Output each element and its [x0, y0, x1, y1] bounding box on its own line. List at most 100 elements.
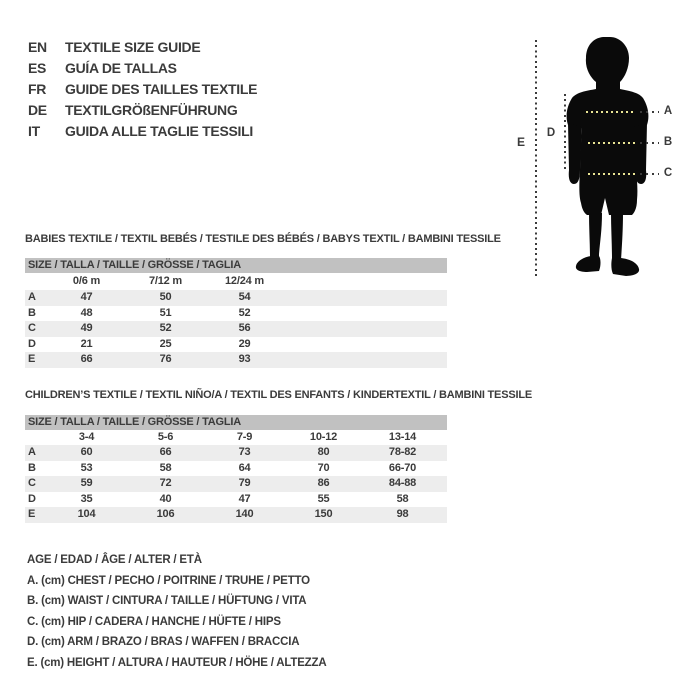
row-label: B [28, 306, 36, 319]
measure-label-b: B [663, 136, 673, 148]
cell: 70 [317, 461, 330, 474]
cell: 86 [317, 477, 330, 489]
legend-line-hip: C. (cm) HIP / CADERA / HANCHE / HÜFTE / … [27, 615, 281, 628]
row-label: B [28, 461, 36, 474]
cell: 56 [238, 322, 251, 334]
language-row-en: EN TEXTILE SIZE GUIDE [28, 36, 257, 57]
cell: 21 [80, 337, 93, 350]
language-row-it: IT GUIDA ALLE TAGLIE TESSILI [28, 121, 257, 142]
cell: 72 [159, 477, 172, 489]
hip-measure-leader-c [640, 173, 659, 175]
column-header: 10-12 [309, 431, 338, 443]
chest-measure-line-a [586, 111, 636, 113]
legend-line-arm: D. (cm) ARM / BRAZO / BRAS / WAFFEN / BR… [27, 636, 300, 649]
table-row: C 49 52 56 [25, 321, 447, 337]
cell: 76 [159, 353, 172, 365]
babies-section-heading: BABIES TEXTILE / TEXTIL BEBÉS / TESTILE … [25, 233, 501, 245]
row-label: C [28, 477, 36, 489]
column-header: 7-9 [236, 431, 253, 443]
cell: 84-88 [388, 477, 417, 489]
cell: 50 [159, 291, 172, 303]
cell: 79 [238, 477, 251, 489]
cell: 49 [80, 322, 93, 334]
row-label: C [28, 322, 36, 334]
cell: 51 [159, 306, 172, 319]
cell: 93 [238, 353, 251, 365]
table-row: B 53 58 64 70 66-70 [25, 461, 447, 477]
cell: 55 [317, 492, 330, 505]
cell: 98 [396, 508, 409, 520]
cell: 150 [314, 508, 333, 520]
row-label: D [28, 337, 36, 350]
cell: 47 [80, 291, 93, 303]
legend-line-waist: B. (cm) WAIST / CINTURA / TAILLE / HÜFTU… [27, 595, 307, 608]
table-row: A 47 50 54 [25, 290, 447, 306]
measure-label-c: C [663, 167, 673, 179]
cell: 106 [156, 508, 175, 520]
babies-size-table: 0/6 m 7/12 m 12/24 m A 47 50 54 B 48 51 … [25, 273, 447, 368]
cell: 73 [238, 446, 251, 458]
column-header: 5-6 [157, 431, 174, 443]
cell: 25 [159, 337, 172, 350]
legend-line-height: E. (cm) HEIGHT / ALTURA / HAUTEUR / HÖHE… [27, 656, 327, 669]
column-header: 7/12 m [148, 275, 183, 287]
cell: 29 [238, 337, 251, 350]
language-code: ES [28, 59, 47, 76]
cell: 59 [80, 477, 93, 489]
table-row: E 66 76 93 [25, 352, 447, 368]
column-header: 12/24 m [225, 275, 264, 287]
cell: 80 [317, 446, 330, 458]
chest-measure-leader-a [640, 111, 659, 113]
cell: 58 [396, 492, 409, 505]
table-row: B 48 51 52 [25, 306, 447, 322]
children-header-row: 3-4 5-6 7-9 10-12 13-14 [25, 430, 447, 445]
cell: 140 [235, 508, 254, 520]
table-row: A 60 66 73 80 78-82 [25, 445, 447, 461]
cell: 66-70 [388, 461, 417, 474]
language-code: IT [28, 123, 40, 140]
babies-header-row: 0/6 m 7/12 m 12/24 m [25, 273, 447, 290]
table-row: D 35 40 47 55 58 [25, 492, 447, 508]
waist-measure-leader-b [640, 142, 659, 144]
cell: 104 [77, 508, 96, 520]
language-row-de: DE TEXTILGRÖßENFÜHRUNG [28, 100, 257, 121]
legend-line-age: AGE / EDAD / ÂGE / ALTER / ETÀ [27, 554, 202, 566]
cell: 66 [159, 446, 172, 458]
language-row-fr: FR GUIDE DES TAILLES TEXTILE [28, 78, 257, 99]
table-row: E 104 106 140 150 98 [25, 507, 447, 523]
measurement-legend: AGE / EDAD / ÂGE / ALTER / ETÀ A. (cm) C… [27, 550, 327, 674]
cell: 35 [80, 492, 93, 505]
child-silhouette-icon [566, 37, 649, 276]
cell: 54 [238, 291, 251, 303]
cell: 52 [238, 306, 251, 319]
arm-measure-line-d [564, 94, 566, 170]
hip-measure-line-c [588, 173, 635, 175]
children-size-table: 3-4 5-6 7-9 10-12 13-14 A 60 66 73 80 78… [25, 430, 447, 523]
row-label: E [28, 508, 36, 520]
language-list: EN TEXTILE SIZE GUIDE ES GUÍA DE TALLAS … [28, 36, 257, 142]
cell: 66 [80, 353, 93, 365]
children-section-heading: CHILDREN’S TEXTILE / TEXTIL NIÑO/A / TEX… [25, 389, 532, 401]
row-label: D [28, 492, 36, 505]
cell: 48 [80, 306, 93, 319]
measure-label-a: A [663, 105, 673, 117]
measure-label-e: E [516, 135, 525, 149]
legend-line-chest: A. (cm) CHEST / PECHO / POITRINE / TRUHE… [27, 574, 310, 587]
table-row: C 59 72 79 86 84-88 [25, 476, 447, 492]
cell: 52 [159, 322, 172, 334]
language-title: GUIDA ALLE TAGLIE TESSILI [65, 123, 253, 140]
row-label: A [28, 446, 36, 458]
column-header: 0/6 m [72, 275, 101, 287]
cell: 47 [238, 492, 251, 505]
cell: 78-82 [388, 446, 417, 458]
language-code: FR [28, 80, 47, 97]
table-row: D 21 25 29 [25, 337, 447, 353]
language-title: TEXTILGRÖßENFÜHRUNG [65, 102, 238, 119]
language-row-es: ES GUÍA DE TALLAS [28, 57, 257, 78]
height-measure-line-e [535, 40, 537, 277]
measure-label-d: D [546, 127, 556, 139]
column-header: 3-4 [78, 431, 95, 443]
children-size-bar: SIZE / TALLA / TAILLE / GRÖSSE / TAGLIA [25, 415, 447, 430]
cell: 40 [159, 492, 172, 505]
